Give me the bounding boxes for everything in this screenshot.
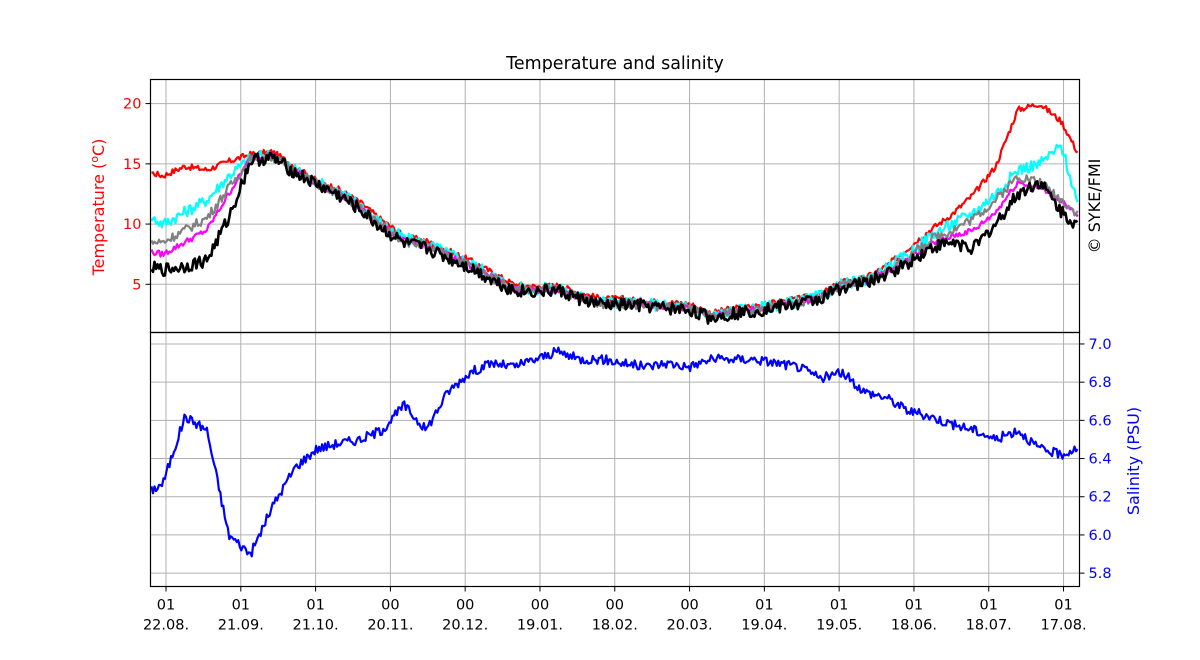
x-tick-hour-label: 01	[980, 598, 998, 614]
x-tick-hour-label: 01	[157, 598, 175, 614]
time-x-axis: 01 22.08. 01 21.09. 01 21.10. 00 20.11. 00 20.12.…	[143, 586, 1087, 634]
temperature-series-black	[150, 151, 1079, 325]
x-tick-hour-label: 01	[905, 598, 923, 614]
x-tick-date-label: 20.12.	[442, 618, 488, 634]
x-tick-date-label: 20.03.	[666, 618, 712, 634]
temperature-series	[150, 103, 1079, 325]
x-tick-hour-label: 00	[531, 598, 549, 614]
temperature-y-tick-label: 20	[123, 97, 141, 113]
temperature-axis-label-unit: C)	[89, 139, 108, 156]
x-tick-hour-label: 00	[606, 598, 624, 614]
x-tick-date-label: 22.08.	[143, 618, 189, 634]
temperature-grid	[150, 79, 1080, 333]
x-tick-date-label: 18.02.	[592, 618, 638, 634]
salinity-y-tick-label: 7.0	[1089, 337, 1112, 353]
x-tick-hour-label: 01	[306, 598, 324, 614]
x-tick-date-label: 18.07.	[966, 618, 1012, 634]
salinity-y-tick-label: 5.8	[1089, 566, 1112, 582]
x-tick-hour-label: 01	[232, 598, 250, 614]
salinity-y-tick-label: 6.4	[1089, 452, 1112, 468]
salinity-y-axis: 5.8 6.0 6.2 6.4 6.6 6.8 7.0	[1079, 337, 1112, 582]
temperature-axis-label-degree: o	[88, 156, 101, 163]
temperature-y-tick-label: 15	[123, 157, 141, 173]
salinity-grid	[150, 332, 1080, 587]
salinity-series	[150, 346, 1079, 558]
x-tick-hour-label: 01	[830, 598, 848, 614]
salinity-axis-label: Salinity (PSU)	[1124, 407, 1143, 515]
x-tick-date-label: 21.09.	[218, 618, 264, 634]
x-tick-hour-label: 00	[456, 598, 474, 614]
x-tick-date-label: 20.11.	[367, 618, 413, 634]
x-tick-hour-label: 00	[680, 598, 698, 614]
x-tick-date-label: 19.04.	[741, 618, 787, 634]
temperature-axis-label-text: Temperature (	[89, 163, 108, 277]
x-tick-date-label: 17.08.	[1040, 618, 1086, 634]
temperature-axis-label: Temperature (oC)	[88, 139, 108, 277]
temperature-y-tick-label: 10	[123, 217, 141, 233]
temperature-y-tick-label: 5	[132, 277, 141, 293]
x-tick-hour-label: 01	[755, 598, 773, 614]
x-tick-hour-label: 00	[381, 598, 399, 614]
salinity-y-tick-label: 6.6	[1089, 413, 1112, 429]
x-tick-date-label: 21.10.	[293, 618, 339, 634]
salinity-series-line	[150, 346, 1079, 558]
x-tick-date-label: 19.01.	[517, 618, 563, 634]
salinity-y-tick-label: 6.8	[1089, 375, 1112, 391]
x-tick-date-label: 18.06.	[891, 618, 937, 634]
copyright-watermark: © SYKE/FMI	[1085, 159, 1104, 254]
salinity-y-tick-label: 6.2	[1089, 490, 1112, 506]
temperature-y-axis: 5 10 15 20	[123, 97, 151, 293]
x-tick-hour-label: 01	[1054, 598, 1072, 614]
salinity-y-tick-label: 6.0	[1089, 528, 1112, 544]
x-tick-date-label: 19.05.	[816, 618, 862, 634]
chart-title: Temperature and salinity	[505, 54, 724, 74]
